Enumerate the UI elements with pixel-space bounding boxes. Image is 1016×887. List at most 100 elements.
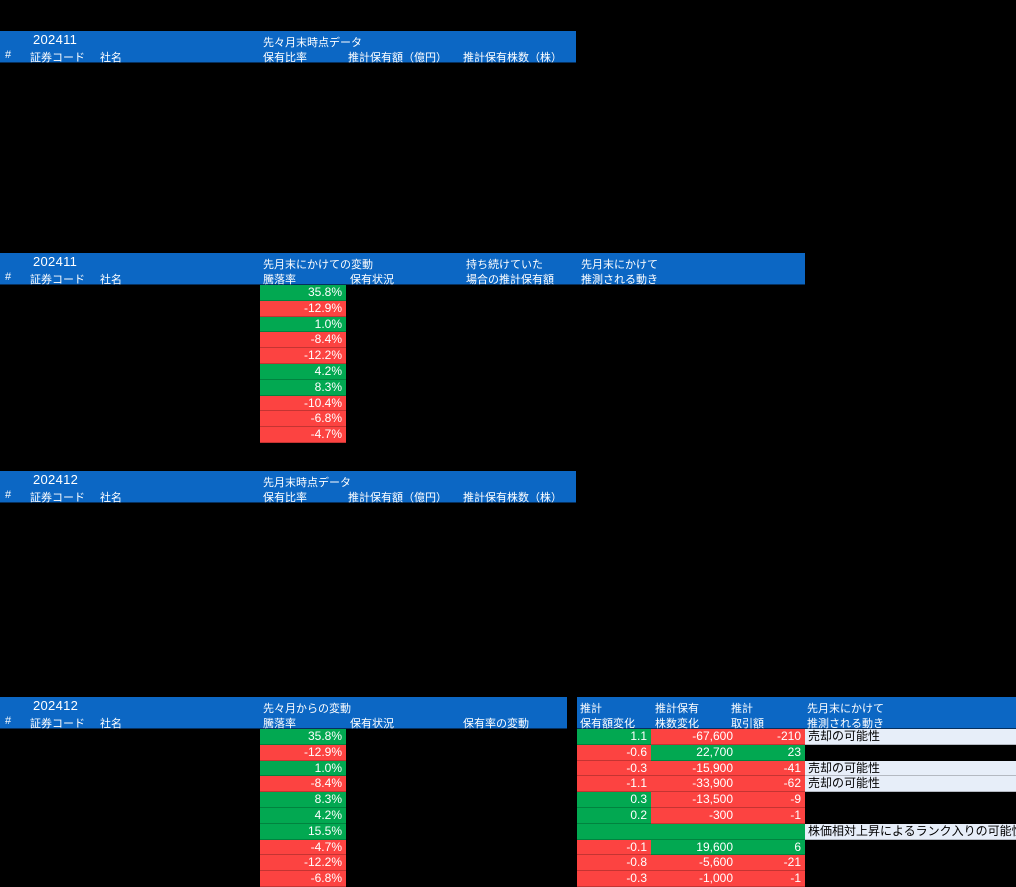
table1-header-bg bbox=[0, 31, 576, 63]
amount-change-cell[interactable]: -1.1 bbox=[577, 776, 651, 793]
table1-col-code: 証券コード bbox=[30, 52, 85, 64]
change-rate-cell[interactable]: 8.3% bbox=[260, 792, 346, 808]
share-change-cell[interactable]: -1,000 bbox=[651, 871, 737, 887]
table4-col-trade: 取引額 bbox=[731, 718, 764, 730]
share-change-cell[interactable]: -67,600 bbox=[651, 729, 737, 745]
change-rate-cell[interactable]: -8.4% bbox=[260, 776, 346, 793]
table2-col-pct: 騰落率 bbox=[263, 274, 296, 286]
share-change-cell[interactable]: -13,500 bbox=[651, 792, 737, 808]
table4-col-share-change: 株数変化 bbox=[655, 718, 699, 730]
table1-col-ratio: 保有比率 bbox=[263, 52, 307, 64]
table4-col-code: 証券コード bbox=[30, 718, 85, 730]
table2-group-last: 先月末にかけて bbox=[581, 259, 658, 271]
change-rate-cell[interactable]: -8.4% bbox=[260, 332, 346, 349]
table1-col-amount: 推計保有額（億円） bbox=[348, 52, 447, 64]
table1-header: 202411 先々月末時点データ # 証券コード 社名 保有比率 推計保有額（億… bbox=[0, 31, 576, 64]
amount-change-cell[interactable]: -0.3 bbox=[577, 871, 651, 887]
table2-col-status: 保有状況 bbox=[350, 274, 394, 286]
table4-group-est2: 推計保有 bbox=[655, 703, 699, 715]
table3-col-ratio: 保有比率 bbox=[263, 492, 307, 504]
amount-change-cell[interactable]: 0.2 bbox=[577, 808, 651, 824]
trade-amount-cell[interactable]: -9 bbox=[737, 792, 805, 808]
change-rate-cell[interactable]: 8.3% bbox=[260, 379, 346, 396]
table2-col-kept2: 場合の推計保有額 bbox=[466, 274, 554, 286]
amount-change-cell[interactable]: -0.6 bbox=[577, 744, 651, 761]
change-rate-cell[interactable]: 15.5% bbox=[260, 823, 346, 840]
table4-period-title: 202412 bbox=[33, 698, 79, 713]
table3-group-label: 先月末時点データ bbox=[263, 477, 351, 489]
change-rate-cell[interactable]: -12.9% bbox=[260, 744, 346, 761]
table4-col-amount-change: 保有額変化 bbox=[580, 718, 635, 730]
table3-col-name: 社名 bbox=[100, 492, 122, 504]
table2-col-code: 証券コード bbox=[30, 274, 85, 286]
table4-col-name: 社名 bbox=[100, 718, 122, 730]
movement-note-cell[interactable]: 株価相対上昇によるランク入りの可能性 bbox=[805, 823, 1016, 840]
trade-amount-cell[interactable]: 6 bbox=[737, 839, 805, 856]
table2-header-bg bbox=[0, 253, 805, 285]
amount-change-cell[interactable] bbox=[577, 823, 651, 840]
table1-period-title: 202411 bbox=[33, 32, 78, 47]
share-change-cell[interactable]: -33,900 bbox=[651, 776, 737, 793]
table4-group-est1: 推計 bbox=[580, 703, 602, 715]
table4-header-bg-left bbox=[0, 697, 567, 729]
trade-amount-cell[interactable] bbox=[737, 823, 805, 840]
movement-note-cell[interactable]: 売却の可能性 bbox=[805, 760, 1016, 777]
table3-period-title: 202412 bbox=[33, 472, 79, 487]
change-rate-cell[interactable]: 1.0% bbox=[260, 760, 346, 777]
change-rate-cell[interactable]: 4.2% bbox=[260, 808, 346, 824]
trade-amount-cell[interactable]: -1 bbox=[737, 808, 805, 824]
change-rate-cell[interactable]: -12.2% bbox=[260, 855, 346, 872]
table2-group-change: 先月末にかけての変動 bbox=[263, 259, 373, 271]
change-rate-cell[interactable]: -6.8% bbox=[260, 411, 346, 428]
amount-change-cell[interactable]: 1.1 bbox=[577, 729, 651, 745]
table4-header-bg-right bbox=[577, 697, 1016, 729]
change-rate-cell[interactable]: -12.9% bbox=[260, 300, 346, 317]
table4-rows: 35.8% 1.1 -67,600 -210 売却の可能性 -12.9% -0.6 22,70… bbox=[0, 729, 1016, 887]
table3-col-amount: 推計保有額（億円） bbox=[348, 492, 447, 504]
table4-col-ratio-change: 保有率の変動 bbox=[463, 718, 529, 730]
table1-col-shares: 推計保有株数（株） bbox=[463, 52, 562, 64]
table2-rows: 35.8% -12.9% 1.0% -8.4% -12.2% 4.2% 8.3% -10.4%… bbox=[0, 285, 1016, 443]
movement-note-cell[interactable]: 売却の可能性 bbox=[805, 729, 1016, 745]
trade-amount-cell[interactable]: -41 bbox=[737, 760, 805, 777]
change-rate-cell[interactable]: 1.0% bbox=[260, 316, 346, 333]
table3-header-bg bbox=[0, 471, 576, 503]
table4-col-pct: 騰落率 bbox=[263, 718, 296, 730]
trade-amount-cell[interactable]: -21 bbox=[737, 855, 805, 872]
share-change-cell[interactable]: -5,600 bbox=[651, 855, 737, 872]
change-rate-cell[interactable]: 35.8% bbox=[260, 729, 346, 745]
trade-amount-cell[interactable]: -1 bbox=[737, 871, 805, 887]
trade-amount-cell[interactable]: -210 bbox=[737, 729, 805, 745]
table1-group-label: 先々月末時点データ bbox=[263, 37, 362, 49]
share-change-cell[interactable]: -300 bbox=[651, 808, 737, 824]
change-rate-cell[interactable]: 4.2% bbox=[260, 364, 346, 380]
table3-col-code: 証券コード bbox=[30, 492, 85, 504]
change-rate-cell[interactable]: 35.8% bbox=[260, 285, 346, 301]
amount-change-cell[interactable]: 0.3 bbox=[577, 792, 651, 808]
trade-amount-cell[interactable]: 23 bbox=[737, 744, 805, 761]
trade-amount-cell[interactable]: -62 bbox=[737, 776, 805, 793]
table3-col-shares: 推計保有株数（株） bbox=[463, 492, 562, 504]
share-change-cell[interactable]: 19,600 bbox=[651, 839, 737, 856]
table2-col-name: 社名 bbox=[100, 274, 122, 286]
change-rate-cell[interactable]: -4.7% bbox=[260, 427, 346, 443]
table2-col-move: 推測される動き bbox=[581, 274, 658, 286]
amount-change-cell[interactable]: -0.3 bbox=[577, 760, 651, 777]
change-rate-cell[interactable]: -6.8% bbox=[260, 871, 346, 887]
amount-change-cell[interactable]: -0.8 bbox=[577, 855, 651, 872]
share-change-cell[interactable] bbox=[651, 823, 737, 840]
table2-period-title: 202411 bbox=[33, 254, 78, 269]
table4-group-est3: 推計 bbox=[731, 703, 753, 715]
table3-col-hash: # bbox=[5, 489, 12, 501]
table1-col-name: 社名 bbox=[100, 52, 122, 64]
share-change-cell[interactable]: 22,700 bbox=[651, 744, 737, 761]
amount-change-cell[interactable]: -0.1 bbox=[577, 839, 651, 856]
table2-group-kept: 持ち続けていた bbox=[466, 259, 543, 271]
share-change-cell[interactable]: -15,900 bbox=[651, 760, 737, 777]
table4-group-change: 先々月からの変動 bbox=[263, 703, 351, 715]
change-rate-cell[interactable]: -10.4% bbox=[260, 395, 346, 412]
movement-note-cell[interactable]: 売却の可能性 bbox=[805, 776, 1016, 793]
change-rate-cell[interactable]: -12.2% bbox=[260, 348, 346, 364]
change-rate-cell[interactable]: -4.7% bbox=[260, 839, 346, 856]
